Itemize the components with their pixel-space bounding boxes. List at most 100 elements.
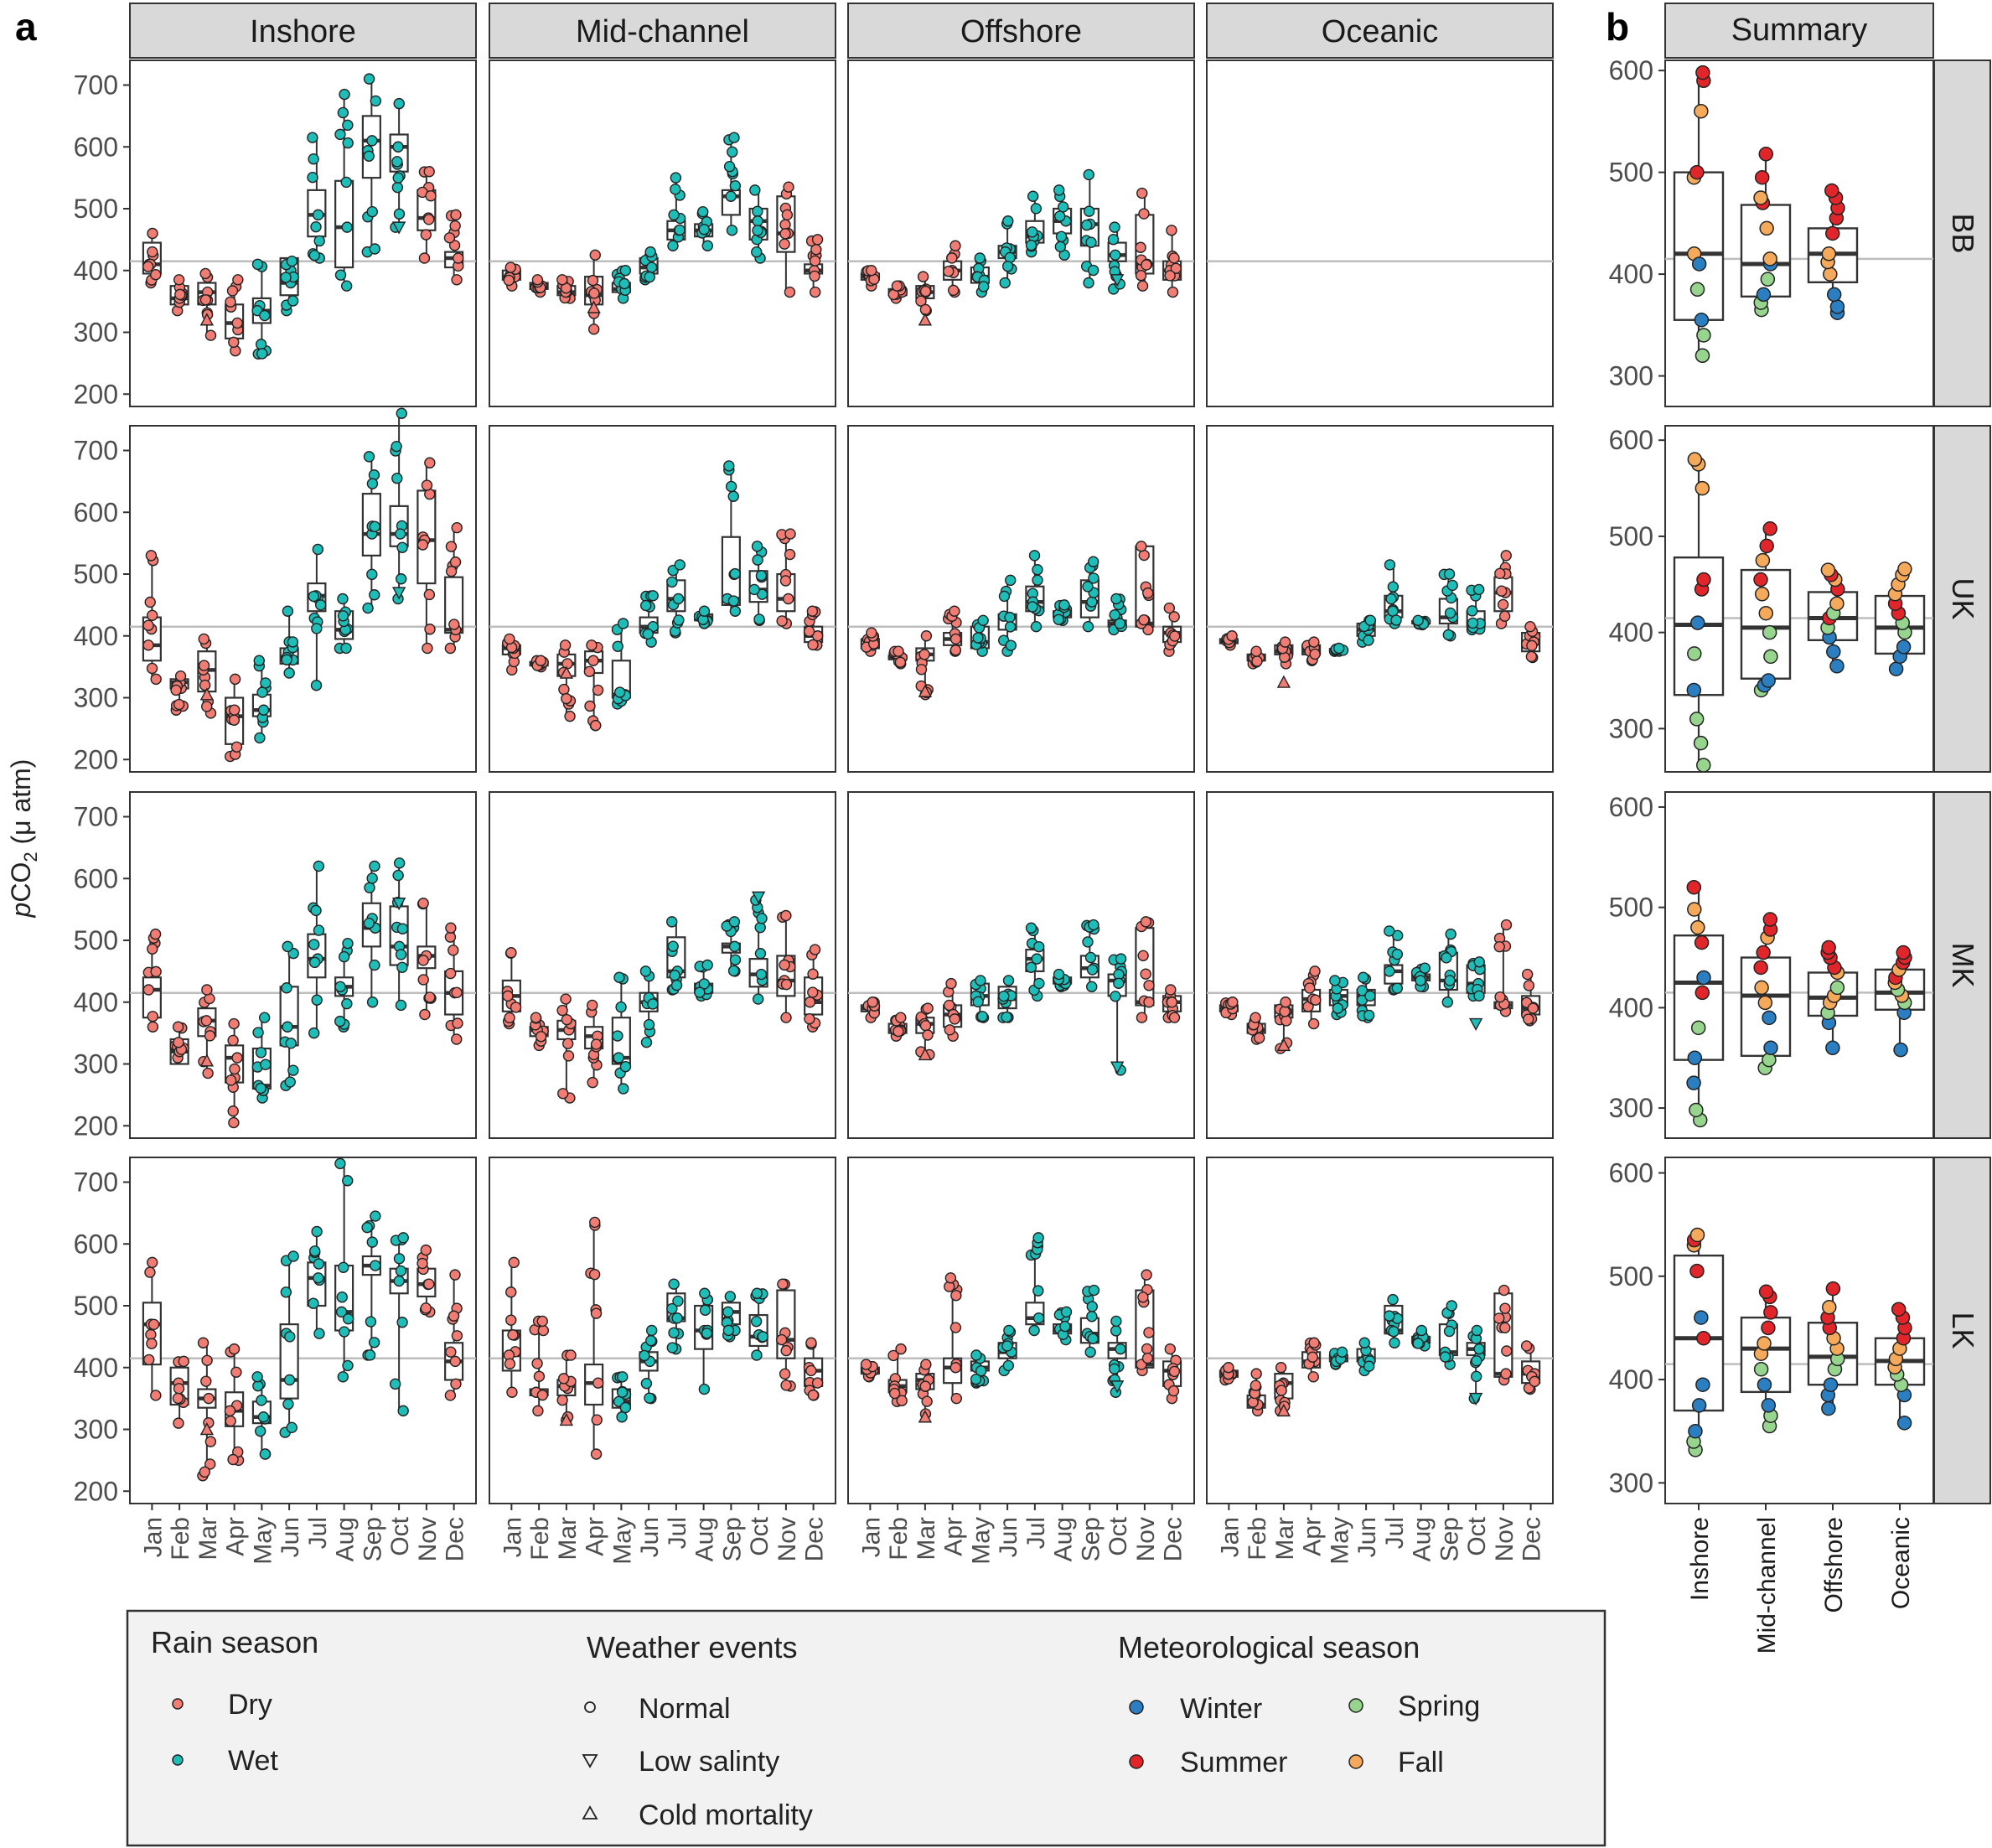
point-mk-oceanic-may-8: [1329, 975, 1341, 986]
point-mk-oceanic-sep-7: [1441, 952, 1452, 964]
y-tick-label-uk-400: 400: [74, 621, 118, 651]
y-axis-label-unit: (μ atm): [6, 759, 36, 852]
point-lk-mid-channel-jun-8: [645, 1324, 658, 1337]
point-lk-inshore-jun-4: [283, 1374, 296, 1386]
point-bb-inshore-mar-8: [199, 267, 211, 280]
summary-point-lk-mid-channel-2: [1761, 1398, 1777, 1413]
y-tick-label-lk-400: 400: [74, 1353, 118, 1383]
point-uk-mid-channel-nov-4: [783, 593, 794, 605]
point-mk-oceanic-aug-7: [1415, 975, 1426, 986]
point-bb-inshore-sep-8: [363, 73, 375, 85]
point-bb-mid-channel-feb-8: [531, 274, 544, 286]
point-mk-inshore-dec-6: [451, 986, 463, 999]
y-tick-label-uk-300: 300: [74, 683, 118, 713]
point-uk-offshore-sep-7: [1088, 572, 1099, 584]
point-lk-oceanic-jul-8: [1387, 1293, 1399, 1306]
point-lk-oceanic-sep-5: [1443, 1325, 1456, 1338]
point-mk-oceanic-apr-7: [1304, 982, 1316, 994]
point-lk-inshore-apr-8: [228, 1343, 241, 1355]
summary-point-bb-offshore-6: [1825, 225, 1840, 241]
x-tick-label-oceanic-feb: Feb: [1244, 1517, 1271, 1561]
summary-point-uk-inshore-3: [1686, 682, 1702, 698]
point-uk-offshore-apr-8: [949, 605, 960, 617]
point-mk-oceanic-mar-7: [1279, 1006, 1291, 1017]
point-lk-oceanic-apr-0: [1307, 1371, 1319, 1383]
point-mk-mid-channel-may-4: [613, 1052, 624, 1064]
y-tick-label-lk-700: 700: [74, 1167, 118, 1198]
point-uk-inshore-jun-0: [283, 667, 295, 679]
point-lk-offshore-aug-7: [1059, 1320, 1071, 1333]
point-uk-inshore-nov-8: [424, 457, 436, 468]
x-tick-label-inshore-dec: Dec: [442, 1517, 469, 1561]
point-bb-mid-channel-dec-6: [810, 244, 822, 256]
panel-b-summary: Summary BB 300 400 500 600 UK 300 400 500 600 MK 300…: [1609, 3, 1991, 1654]
point-bb-inshore-nov-0: [418, 252, 431, 264]
point-lk-oceanic-mar-7: [1275, 1385, 1287, 1396]
point-lk-mid-channel-jan-6: [507, 1329, 519, 1341]
point-uk-inshore-jan-1: [147, 609, 158, 621]
point-uk-mid-channel-mar-8: [559, 639, 572, 651]
x-tick-label-inshore-jul: Jul: [304, 1517, 332, 1549]
summary-point-mk-mid-channel-7: [1756, 945, 1771, 960]
point-bb-offshore-jul-5: [1030, 203, 1043, 215]
point-uk-oceanic-nov-7: [1494, 567, 1506, 580]
y-tick-label-mk-700: 700: [74, 802, 118, 832]
y-tick-label-bb-300: 300: [74, 318, 118, 348]
point-uk-oceanic-nov-6: [1496, 585, 1508, 597]
point-bb-inshore-apr-7: [226, 285, 239, 297]
panel-label-a: a: [15, 5, 37, 49]
point-mk-offshore-nov-8: [1140, 916, 1152, 928]
point-bb-mid-channel-sep-0: [726, 225, 738, 236]
summary-point-mk-inshore-5: [1694, 985, 1710, 1001]
summary-point-bb-inshore-10: [1691, 256, 1707, 272]
summary-y-tick-label-lk-400: 400: [1609, 1364, 1653, 1395]
x-tick-label-mid-channel-oct: Oct: [746, 1516, 774, 1556]
point-uk-inshore-sep-0: [362, 602, 374, 614]
x-tick-label-inshore-may: May: [249, 1517, 277, 1565]
point-uk-mid-channel-apr-4: [587, 655, 599, 666]
point-mk-mid-channel-jul-8: [666, 916, 678, 928]
point-mk-oceanic-feb-8: [1250, 1012, 1261, 1023]
summary-point-mk-inshore-3: [1687, 1050, 1703, 1065]
point-uk-mid-channel-nov-6: [779, 575, 792, 587]
point-uk-inshore-jan-5: [142, 619, 154, 631]
summary-point-lk-offshore-2: [1823, 1377, 1839, 1392]
point-bb-inshore-aug-7: [342, 119, 354, 132]
point-mk-offshore-nov-6: [1140, 968, 1151, 980]
point-uk-inshore-oct-4: [394, 528, 406, 540]
point-lk-inshore-oct-0: [397, 1405, 409, 1417]
point-bb-inshore-aug-4: [341, 221, 353, 233]
x-tick-label-mid-channel-feb: Feb: [526, 1517, 554, 1561]
point-uk-oceanic-sep-5: [1446, 579, 1458, 592]
event-low-salinty-lk-offshore-oct: [1110, 1380, 1125, 1394]
point-lk-mid-channel-jun-1: [644, 1392, 655, 1404]
point-uk-inshore-jul-6: [314, 599, 327, 611]
summary-point-uk-inshore-2: [1689, 712, 1705, 727]
summary-point-bb-inshore-7: [1694, 103, 1709, 119]
point-mk-inshore-jul-7: [313, 924, 325, 936]
point-bb-offshore-nov-7: [1138, 208, 1150, 220]
point-uk-mid-channel-oct-8: [751, 541, 763, 552]
point-lk-mid-channel-oct-4: [757, 1331, 768, 1343]
panel-frame-uk-inshore: [129, 425, 477, 773]
point-bb-inshore-nov-3: [420, 229, 432, 241]
point-mk-mid-channel-nov-3: [779, 959, 790, 971]
point-bb-inshore-aug-3: [334, 128, 346, 141]
point-mk-inshore-aug-8: [342, 937, 354, 950]
strip-box-inshore: [129, 3, 477, 59]
x-tick-label-mid-channel-mar: Mar: [554, 1517, 582, 1561]
panel-bb-oceanic: [1206, 60, 1554, 407]
point-uk-oceanic-mar-8: [1279, 636, 1291, 648]
point-uk-offshore-may-8: [977, 614, 989, 627]
summary-point-uk-oceanic-0: [1888, 661, 1904, 676]
event-low-salinty-lk-oceanic-oct: [1468, 1392, 1483, 1406]
point-bb-offshore-aug-2: [1054, 241, 1067, 253]
summary-point-mk-inshore-1: [1689, 1102, 1704, 1118]
point-bb-mid-channel-apr-2: [587, 274, 599, 287]
point-uk-inshore-mar-7: [201, 701, 213, 712]
point-mk-offshore-mar-6: [919, 1020, 932, 1032]
summary-point-mk-inshore-9: [1687, 902, 1702, 917]
strip-label-offshore: Offshore: [960, 14, 1082, 49]
point-lk-inshore-apr-1: [225, 1415, 236, 1427]
summary-strip-box: [1664, 3, 1934, 59]
